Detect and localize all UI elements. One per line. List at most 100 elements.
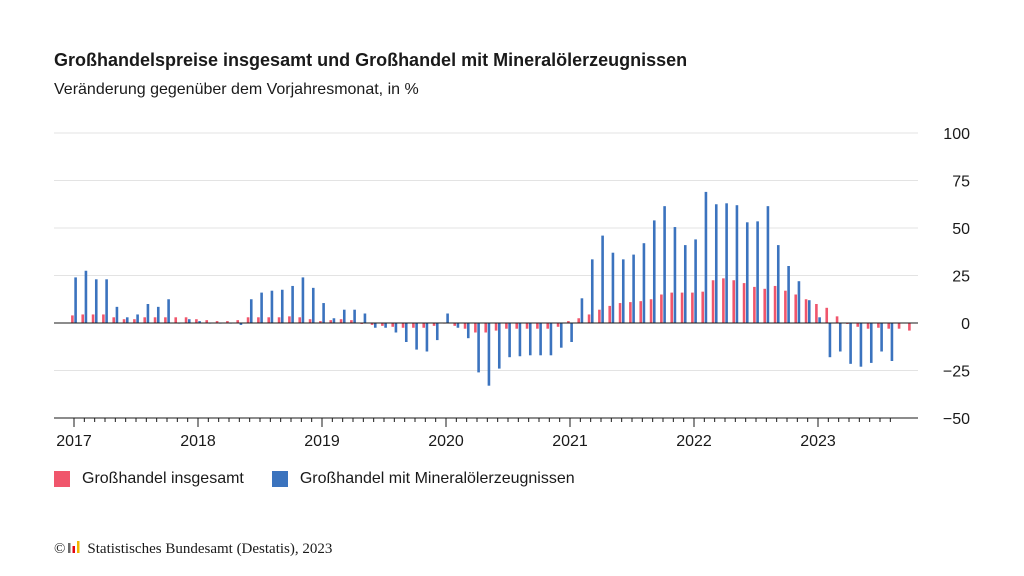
bar-insgesamt (649, 299, 653, 323)
bar-mineraloel (404, 323, 408, 342)
bar-insgesamt (711, 280, 715, 323)
bar-insgesamt (815, 304, 818, 323)
source-footer: © Statistisches Bundesamt (Destatis), 20… (54, 540, 332, 559)
bar-insgesamt (887, 323, 891, 329)
bar-insgesamt (153, 317, 157, 323)
x-tick-label: 2022 (676, 433, 712, 450)
bar-insgesamt (133, 319, 136, 323)
bar-insgesamt (412, 323, 415, 328)
bar-insgesamt (753, 286, 756, 323)
bar-insgesamt (608, 305, 612, 323)
bar-mineraloel (683, 245, 687, 323)
legend-label-insgesamt: Großhandel insgesamt (82, 470, 244, 487)
y-tick-label: −50 (943, 411, 970, 428)
bar-insgesamt (246, 317, 250, 323)
x-tick-label: 2020 (428, 433, 464, 450)
bar-mineraloel (239, 323, 243, 325)
x-tick-label: 2023 (800, 433, 836, 450)
y-tick-label: 75 (952, 174, 970, 191)
legend-swatch-insgesamt (54, 471, 70, 487)
bar-insgesamt (112, 317, 116, 323)
bar-mineraloel (456, 323, 460, 328)
bar-insgesamt (174, 317, 178, 323)
bar-insgesamt (701, 291, 705, 323)
bar-insgesamt (350, 320, 353, 323)
bar-insgesamt (567, 321, 570, 323)
y-tick-label: 50 (952, 221, 970, 238)
y-tick-label: 0 (961, 316, 970, 333)
bar-insgesamt (226, 321, 229, 323)
bar-mineraloel (301, 277, 305, 323)
bar-mineraloel (394, 323, 398, 333)
bar-mineraloel (105, 279, 108, 323)
bar-mineraloel (704, 191, 708, 323)
bar-mineraloel (621, 259, 625, 323)
bar-mineraloel (673, 227, 677, 323)
bar-insgesamt (463, 323, 467, 329)
bar-insgesamt (122, 319, 126, 323)
bar-insgesamt (164, 317, 167, 323)
bar-mineraloel (528, 323, 532, 356)
x-tick-label: 2021 (552, 433, 588, 450)
y-tick-label: 25 (952, 269, 970, 286)
bar-insgesamt (205, 320, 209, 323)
bar-insgesamt (722, 278, 725, 323)
bar-mineraloel (280, 289, 284, 323)
bar-mineraloel (508, 323, 511, 358)
bar-insgesamt (257, 317, 260, 323)
x-tick-label: 2018 (180, 433, 216, 450)
bar-mineraloel (756, 221, 759, 323)
chart-title: Großhandelspreise insgesamt und Großhand… (54, 50, 688, 70)
bar-mineraloel (880, 323, 883, 352)
bar-insgesamt (825, 307, 829, 323)
bar-mineraloel (446, 313, 449, 323)
bar-mineraloel (115, 306, 119, 323)
bar-insgesamt (804, 299, 808, 323)
bar-insgesamt (556, 323, 560, 327)
bar-mineraloel (642, 243, 646, 323)
bar-mineraloel (373, 323, 377, 328)
legend-item-mineraloel: Großhandel mit Mineralölerzeugnissen (271, 470, 575, 488)
bar-insgesamt (329, 320, 333, 323)
bar-insgesamt (422, 323, 426, 328)
bar-mineraloel (353, 309, 356, 323)
bar-insgesamt (866, 323, 870, 329)
bar-insgesamt (401, 323, 405, 328)
bar-mineraloel (518, 323, 522, 357)
bar-insgesamt (618, 303, 622, 323)
bar-insgesamt (195, 319, 198, 323)
bar-mineraloel (776, 245, 780, 323)
bar-mineraloel (167, 299, 170, 323)
bar-insgesamt (856, 323, 860, 327)
bar-insgesamt (670, 292, 674, 323)
source-text: Statistisches Bundesamt (Destatis), 2023 (87, 541, 333, 557)
destatis-logo-icon (68, 540, 82, 559)
bar-mineraloel (632, 254, 635, 323)
bar-mineraloel (652, 220, 656, 323)
bar-mineraloel (435, 323, 439, 341)
bar-insgesamt (474, 323, 477, 333)
bar-mineraloel (725, 203, 728, 323)
bar-mineraloel (187, 319, 191, 323)
bar-insgesamt (432, 323, 436, 326)
bar-insgesamt (494, 323, 498, 331)
bar-mineraloel (466, 323, 470, 339)
bar-mineraloel (342, 309, 346, 323)
bar-insgesamt (587, 314, 591, 323)
bar-insgesamt (897, 323, 901, 329)
bar-insgesamt (546, 323, 550, 329)
y-tick-label: −25 (943, 364, 970, 381)
bar-mineraloel (74, 277, 77, 323)
bar-mineraloel (838, 323, 842, 352)
bar-insgesamt (288, 316, 291, 323)
bar-mineraloel (322, 303, 325, 323)
bar-mineraloel (311, 287, 315, 323)
axes: 100 75 50 25 0 −25 −50 2017 2018 2019 2020 2021 2022… (54, 126, 970, 450)
bar-mineraloel (249, 299, 253, 323)
bar-mineraloel (198, 321, 201, 323)
bar-insgesamt (298, 317, 302, 323)
bar-insgesamt (763, 288, 767, 323)
bar-insgesamt (339, 319, 343, 323)
bar-mineraloel (611, 252, 615, 323)
